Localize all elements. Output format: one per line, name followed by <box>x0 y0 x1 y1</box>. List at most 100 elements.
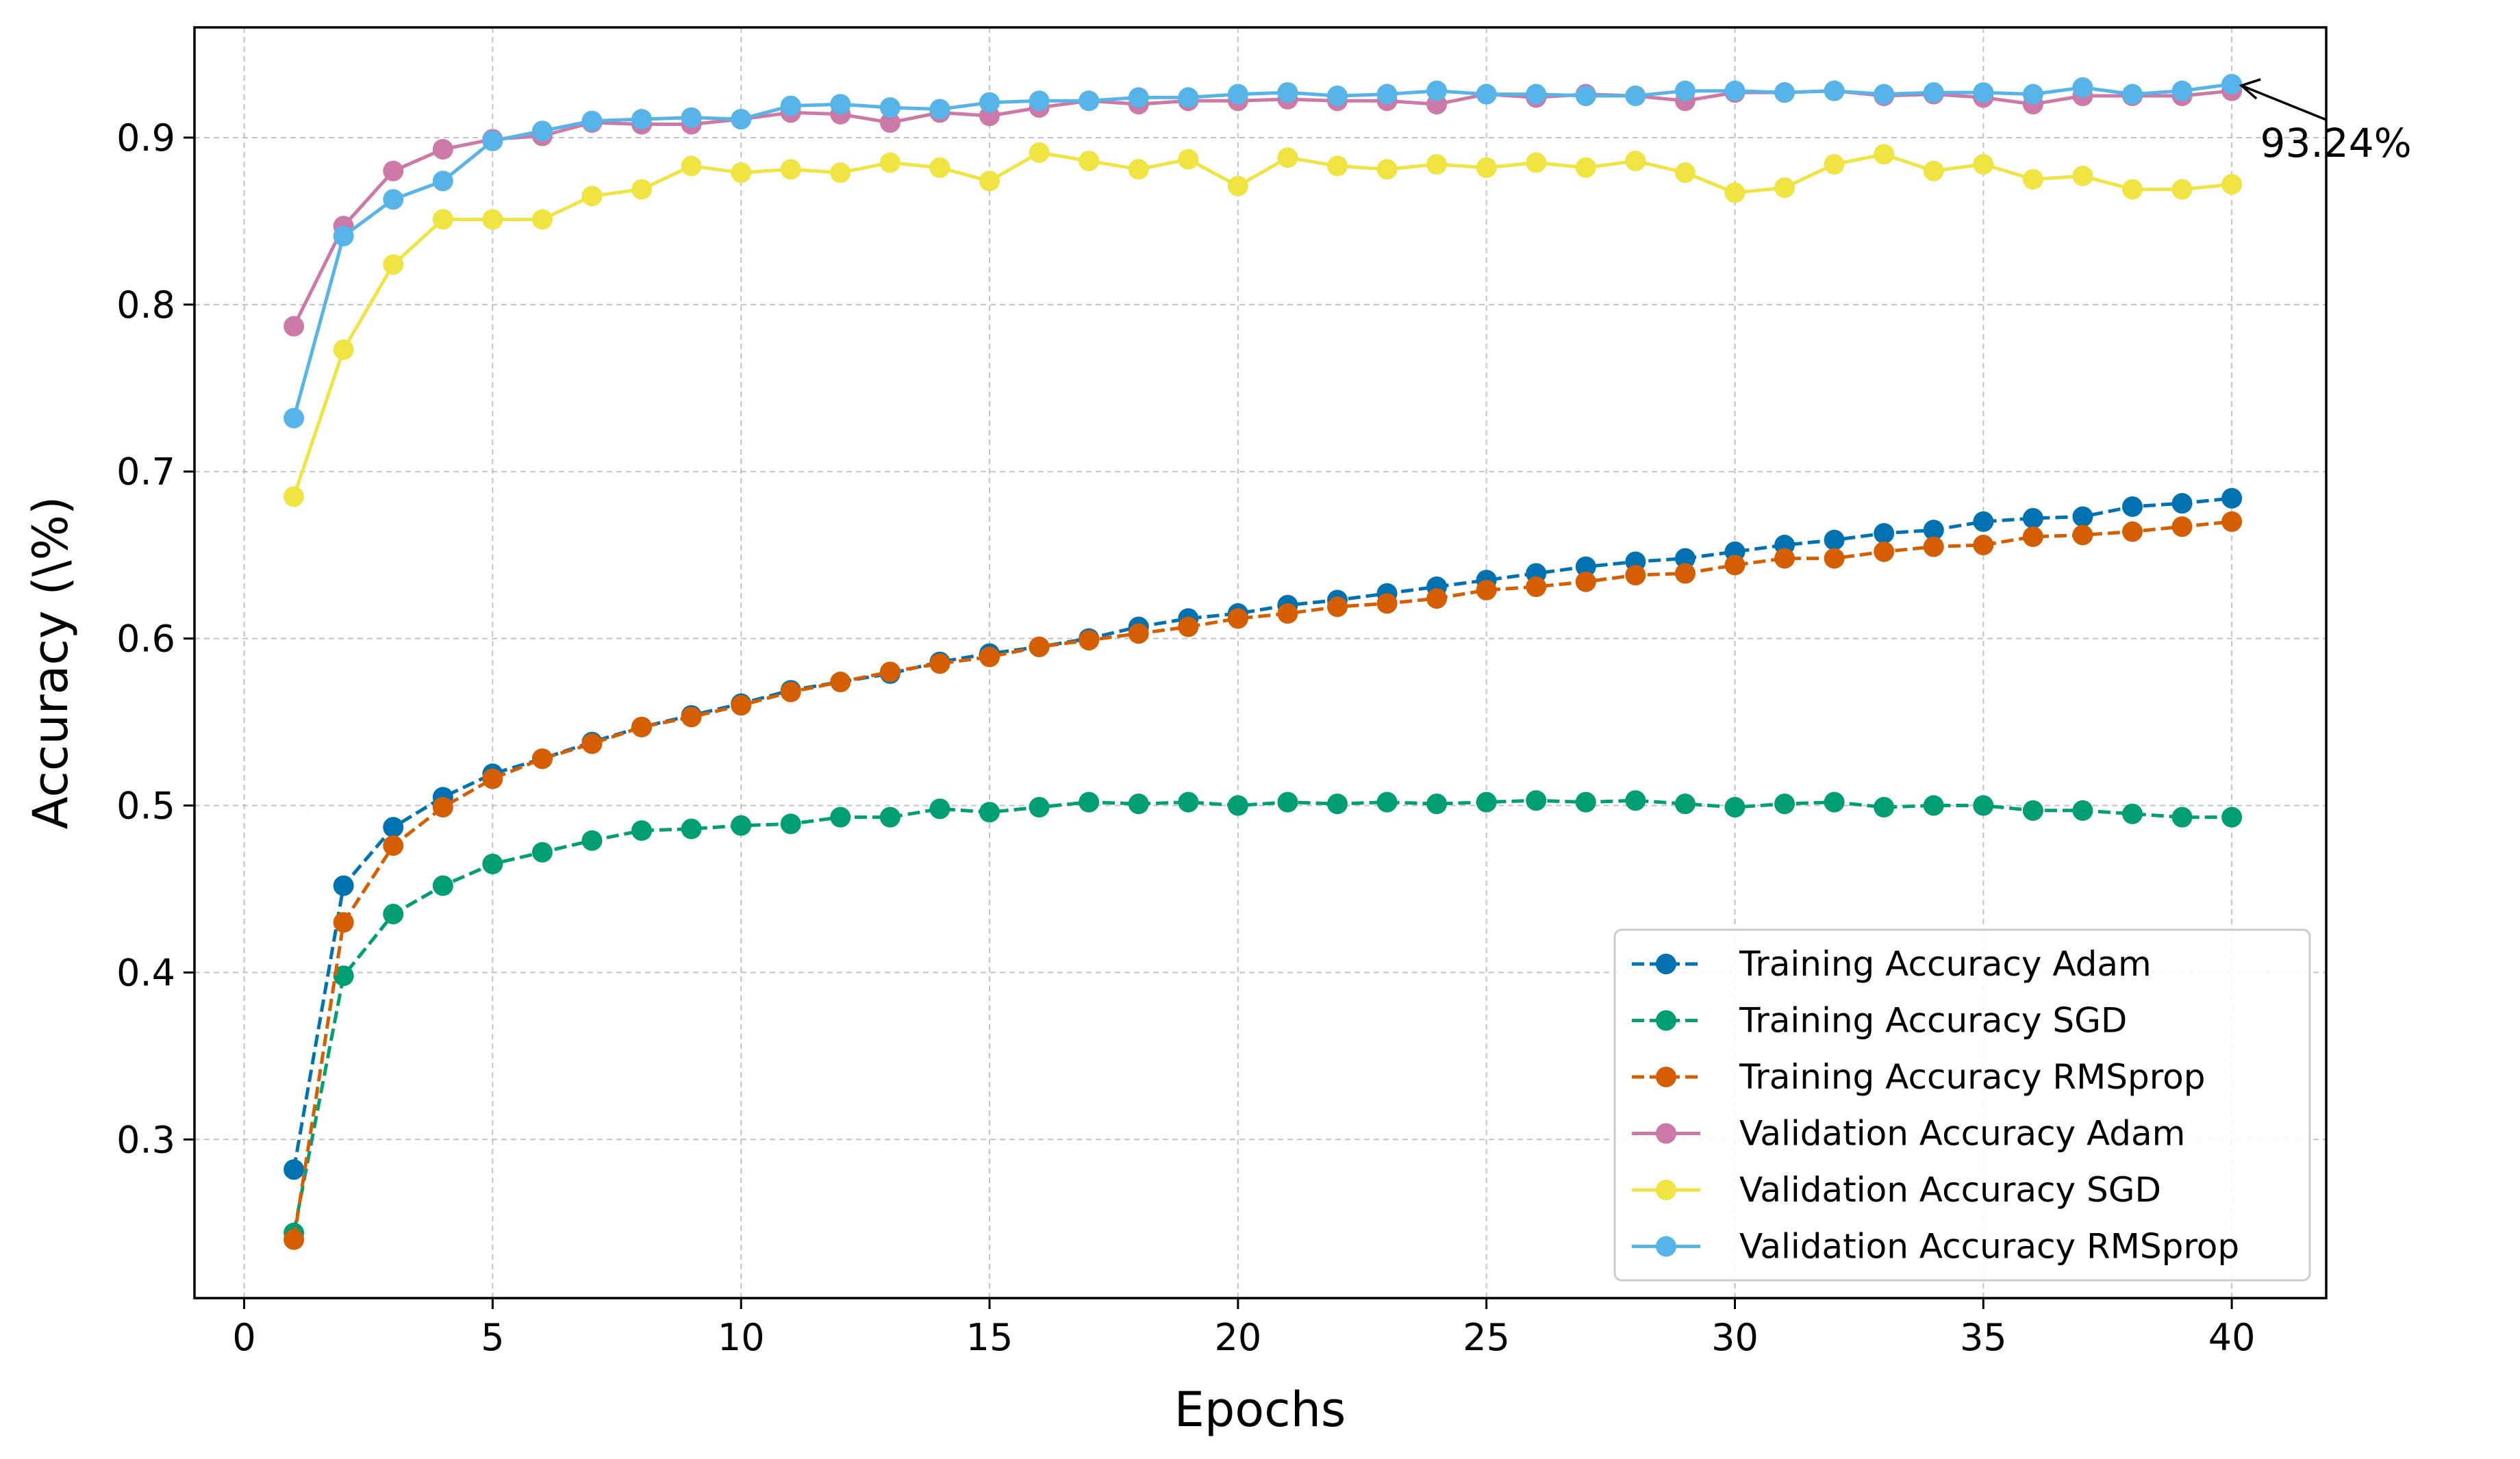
data-point <box>879 807 900 828</box>
series-3 <box>284 511 2243 1250</box>
x-tick-label: 35 <box>1960 1316 2007 1359</box>
data-point <box>2122 521 2143 542</box>
data-point <box>1625 564 1646 585</box>
x-tick-label: 5 <box>481 1316 504 1359</box>
data-point <box>1128 87 1149 108</box>
data-point <box>780 159 801 180</box>
data-point <box>731 695 752 716</box>
legend-entry: Training Accuracy RMSprop <box>1632 1057 2206 1097</box>
series-line <box>292 520 2232 1240</box>
data-point <box>979 802 1000 823</box>
legend-swatch-marker <box>1656 1180 1676 1200</box>
y-tick-label: 0.8 <box>116 283 175 327</box>
data-point <box>1923 795 1944 816</box>
legend-label: Validation Accuracy RMSprop <box>1739 1227 2239 1267</box>
data-point <box>1426 80 1448 101</box>
data-point <box>1774 548 1796 569</box>
data-point <box>1376 159 1398 180</box>
legend-entry: Validation Accuracy Adam <box>1632 1114 2185 1154</box>
data-point <box>1973 82 1994 103</box>
data-point <box>879 97 900 118</box>
data-point <box>731 815 752 836</box>
data-point <box>1326 794 1348 815</box>
data-point <box>2022 526 2043 547</box>
legend-entry: Validation Accuracy RMSprop <box>1632 1227 2239 1267</box>
annotations: 93.24% <box>2239 78 2412 166</box>
data-point <box>1526 84 1547 105</box>
data-point <box>1874 144 1895 165</box>
data-point <box>1476 791 1497 813</box>
data-point <box>1526 790 1547 811</box>
data-point <box>2221 511 2243 532</box>
data-point <box>929 157 950 178</box>
data-point <box>1674 563 1696 584</box>
data-point <box>830 807 851 828</box>
data-point <box>1824 153 1845 175</box>
data-point <box>2022 508 2043 529</box>
y-tick-label: 0.3 <box>116 1118 175 1161</box>
data-point <box>681 707 702 728</box>
data-point <box>1526 152 1547 173</box>
data-point <box>1376 84 1398 105</box>
x-tick-label: 30 <box>1711 1316 1759 1359</box>
data-point <box>1874 522 1895 544</box>
data-point <box>879 661 900 683</box>
data-point <box>1674 80 1696 101</box>
data-point <box>2072 166 2093 187</box>
data-point <box>979 92 1000 113</box>
data-point <box>1079 151 1100 172</box>
y-tick-label: 0.6 <box>116 618 175 661</box>
data-point <box>581 733 603 754</box>
y-tick-label: 0.4 <box>116 951 175 994</box>
legend-swatch-marker <box>1656 1123 1676 1144</box>
data-point <box>333 225 354 246</box>
data-point <box>383 904 404 925</box>
data-point <box>1426 588 1448 609</box>
plot-frame <box>193 26 2328 1299</box>
data-point <box>681 155 702 177</box>
data-point <box>482 768 503 789</box>
y-tick-label: 0.5 <box>116 785 175 828</box>
data-point <box>531 841 553 863</box>
data-point <box>2022 800 2043 821</box>
annotation-arrowhead <box>2239 78 2261 100</box>
data-point <box>1128 159 1149 180</box>
data-point <box>1973 795 1994 816</box>
data-point <box>1724 796 1746 817</box>
data-point <box>2171 516 2193 537</box>
legend-label: Validation Accuracy SGD <box>1739 1170 2161 1210</box>
data-point <box>531 209 553 230</box>
data-point <box>1326 596 1348 618</box>
data-point <box>1625 151 1646 172</box>
legend-entry: Validation Accuracy SGD <box>1632 1170 2161 1210</box>
data-point <box>2122 803 2143 824</box>
data-point <box>1326 85 1348 106</box>
legend: Training Accuracy Adam Training Accuracy … <box>1613 928 2311 1282</box>
legend-entry: Training Accuracy Adam <box>1632 944 2152 984</box>
x-tick-label: 0 <box>232 1316 255 1359</box>
data-point <box>383 835 404 857</box>
data-point <box>432 139 453 160</box>
data-point <box>830 672 851 693</box>
data-point <box>432 170 453 192</box>
x-axis-label: Epochs <box>1174 1382 1346 1438</box>
data-point <box>1724 555 1746 576</box>
data-point <box>1774 794 1796 815</box>
annotation-label: 93.24% <box>2260 120 2412 166</box>
data-point <box>333 875 354 896</box>
data-point <box>1625 85 1646 106</box>
data-point <box>1227 795 1248 816</box>
data-point <box>1824 80 1845 101</box>
data-point <box>631 179 653 200</box>
data-point <box>1674 162 1696 183</box>
data-point <box>2221 807 2243 828</box>
data-point <box>1178 87 1199 108</box>
data-point <box>2122 84 2143 105</box>
data-point <box>1575 571 1596 592</box>
data-point <box>1575 85 1596 106</box>
data-point <box>1426 794 1448 815</box>
data-point <box>1128 794 1149 815</box>
data-point <box>1774 82 1796 103</box>
legend-swatch-marker <box>1656 1067 1676 1087</box>
